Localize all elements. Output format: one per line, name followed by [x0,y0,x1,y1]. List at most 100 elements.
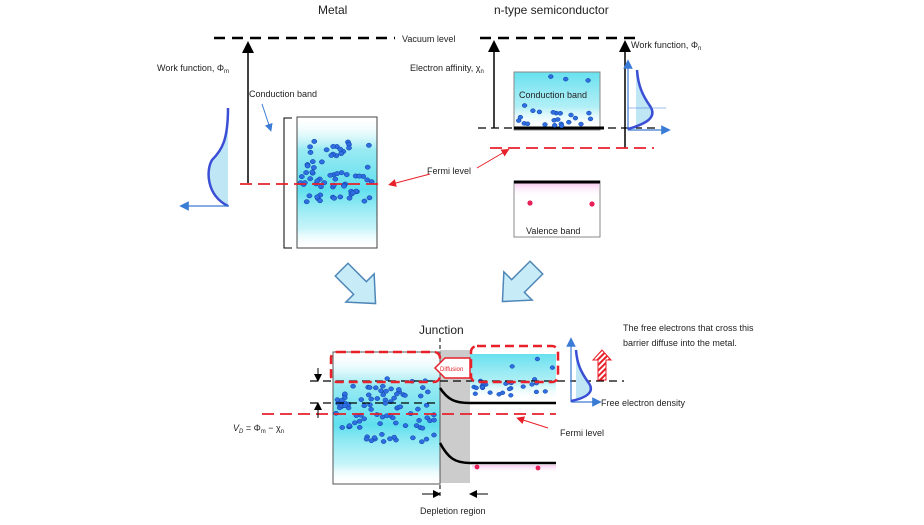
electron [366,385,373,390]
electron [368,438,375,444]
electron [419,439,425,445]
electron [500,390,506,395]
electron [473,385,479,391]
electron [366,142,372,148]
electron [377,421,383,426]
fermi-level-top-label: Fermi level [427,166,471,176]
electron [342,391,348,397]
electron [558,123,565,129]
electron [366,195,373,201]
electron [508,393,514,398]
electron [383,413,390,419]
work-function-semi-label: Work function, Φn [631,40,701,52]
electron [557,111,563,116]
semi-density-curve [627,69,654,131]
electron [536,109,543,115]
conduction-band-semi-label: Conduction band [519,90,587,100]
electron [314,194,321,200]
electron [352,420,358,426]
electron [572,115,579,121]
transition-arrow-left [334,262,377,305]
free-electron-density-label: Free electron density [601,398,686,408]
electron [419,425,426,431]
electron [587,116,594,122]
electron [533,389,539,395]
electron [343,172,350,178]
electron [373,385,379,391]
electron [524,121,531,127]
electron [307,144,313,150]
electron [341,183,347,189]
electron-affinity-label: Electron affinity, χn [410,63,484,75]
electron [374,396,381,401]
electron [387,436,393,442]
electron [311,165,317,171]
semi-density-fill [628,70,653,129]
electron [566,119,572,125]
electron [317,198,323,204]
electron [380,392,386,398]
electron [568,112,574,118]
electron [521,103,528,108]
metal-band-bracket [283,117,292,249]
diffusion-label: Diffusion [440,367,463,373]
free-electron-note-line1: The free electrons that cross this [623,323,754,333]
electron [425,389,431,395]
valence-band-bending [438,442,556,465]
metal-density-plot [179,107,230,211]
electron [368,407,374,412]
electron [361,416,367,422]
valence-band-label: Valence band [526,226,580,236]
electron [314,178,321,184]
fermi-level-top-pointer-left [388,173,431,187]
electron [319,159,325,165]
electron [379,432,385,437]
electron [472,391,478,396]
transition-arrow-right [501,260,544,303]
electron [402,393,408,398]
junction-semi-electrons [471,356,555,398]
electron [578,121,584,127]
electron [346,195,353,201]
semi-density-plot [623,59,671,135]
metal-band-box [296,116,378,249]
electron [383,388,389,394]
electron [339,398,345,403]
electron [307,176,314,182]
electron [506,386,512,392]
junction-semi-conduction-band [470,354,556,400]
electron [318,184,324,190]
electron [303,199,310,205]
electron [391,395,397,401]
electron [542,389,548,394]
electron [410,435,416,441]
conduction-band-bending [438,387,556,405]
electron [328,152,335,158]
hole [527,200,533,206]
free-electron-note-line2: barrier diffuse into the metal. [623,338,737,348]
electron [479,384,485,390]
electron [423,436,430,442]
electron [550,110,556,115]
electron [342,403,348,409]
electron [397,404,404,410]
electron [337,194,344,200]
electron [356,173,363,179]
title-metal: Metal [318,3,347,17]
electron [549,365,555,370]
electron [417,393,424,399]
electron [350,383,356,389]
hole [474,464,480,470]
electron [306,193,313,199]
electron [368,396,374,402]
electron [365,392,372,398]
vd-equation: VD = Φm − χn [233,423,284,435]
electron [529,382,535,387]
depletion-region-label: Depletion region [420,506,486,516]
electron [585,78,591,83]
electron [364,164,371,170]
electron [309,169,316,175]
electron [542,122,548,127]
electron [563,76,569,82]
electron [534,356,540,362]
